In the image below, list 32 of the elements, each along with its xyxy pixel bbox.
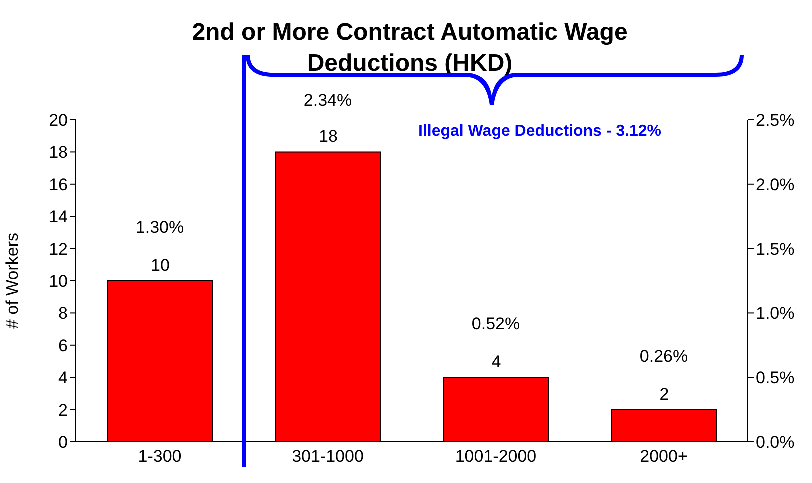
- y2-tick-label: 2.0%: [756, 175, 795, 194]
- x-tick-label: 1-300: [138, 447, 182, 466]
- text: 2.34%: [304, 91, 352, 110]
- y2-tick-label: 0.0%: [756, 433, 795, 452]
- x-tick-label: 2000+: [640, 447, 688, 466]
- chart-title: 2nd or More Contract Automatic Wage Deductions (HKD): [192, 19, 628, 77]
- ref-line-label: Illegal Wage Deductions - 3.12%: [418, 123, 662, 140]
- data-label: 4: [492, 352, 502, 372]
- x-tick-label: 1001-2000: [455, 447, 537, 466]
- y-tick-label: 6: [58, 336, 68, 356]
- y2-tick-label: 2.5%: [756, 111, 795, 130]
- y2-tick-label: 1.0%: [756, 304, 795, 324]
- y-tick-label: 12: [49, 240, 68, 259]
- y-tick-label: 16: [49, 175, 68, 194]
- annotation: 1.30%: [136, 218, 184, 237]
- data-label: 10: [151, 256, 170, 275]
- y-tick-label: 4: [58, 368, 68, 388]
- y-tick-label: 14: [49, 208, 68, 227]
- y-tick-label: 0: [58, 433, 68, 452]
- y-tick-label: 10: [49, 272, 68, 292]
- y2-tick-label: 0.5%: [756, 368, 795, 388]
- y-tick-label: 20: [49, 111, 68, 130]
- x-tick-label: 301-1000: [292, 447, 364, 466]
- y-tick-label: 2: [58, 400, 68, 420]
- y2-tick-label: 1.5%: [756, 240, 795, 259]
- y-tick-label: 18: [49, 143, 68, 162]
- annotation: 0.52%: [472, 314, 520, 334]
- y-axis-title: # of Workers: [3, 232, 22, 330]
- data-label: 18: [319, 127, 338, 146]
- y-tick-label: 8: [58, 304, 68, 324]
- annotation: 0.26%: [640, 346, 688, 366]
- data-label: 2: [660, 384, 670, 404]
